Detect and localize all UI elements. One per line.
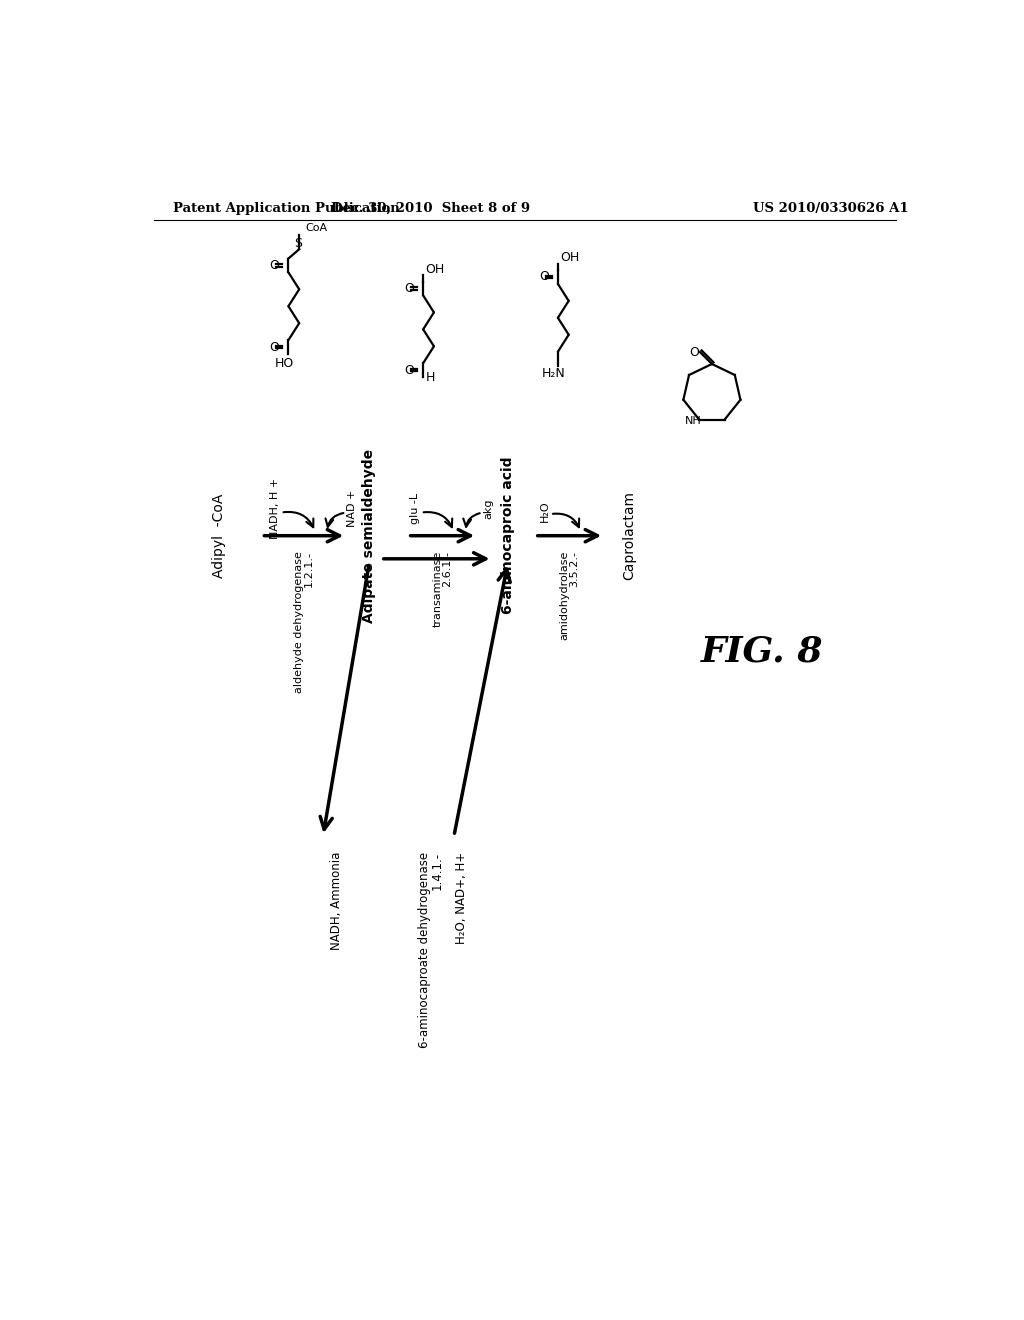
Text: NH: NH (685, 416, 701, 426)
Text: OH: OH (560, 251, 580, 264)
Text: aldehyde dehydrogenase: aldehyde dehydrogenase (294, 552, 304, 693)
Text: Caprolactam: Caprolactam (623, 491, 637, 581)
Text: O: O (689, 346, 698, 359)
Text: Patent Application Publication: Patent Application Publication (173, 202, 399, 215)
Text: O: O (269, 341, 280, 354)
Text: Adipyl  -CoA: Adipyl -CoA (212, 494, 226, 578)
Text: O: O (269, 259, 280, 272)
Text: NADH, Ammonia: NADH, Ammonia (331, 851, 343, 950)
Text: H: H (425, 371, 435, 384)
Text: H₂O: H₂O (540, 500, 550, 521)
Text: NADH, H +: NADH, H + (269, 478, 280, 540)
Text: glu -L: glu -L (410, 494, 420, 524)
Text: US 2010/0330626 A1: US 2010/0330626 A1 (754, 202, 909, 215)
Text: S: S (294, 236, 302, 249)
Text: Adipate semialdehyde: Adipate semialdehyde (362, 449, 376, 623)
Text: O: O (539, 271, 549, 284)
Text: 6-aminocaproate dehydrogenase: 6-aminocaproate dehydrogenase (418, 851, 431, 1048)
Text: O: O (404, 282, 415, 296)
Text: FIG. 8: FIG. 8 (700, 634, 823, 668)
Text: 1.4.1.-: 1.4.1.- (430, 851, 443, 890)
Text: amidohydrolase: amidohydrolase (560, 552, 569, 640)
Text: 1.2.1.-: 1.2.1.- (303, 552, 313, 587)
Text: Dec. 30, 2010  Sheet 8 of 9: Dec. 30, 2010 Sheet 8 of 9 (332, 202, 530, 215)
Text: H₂O, NAD+, H+: H₂O, NAD+, H+ (455, 851, 468, 944)
Text: H₂N: H₂N (542, 367, 566, 380)
Text: akg: akg (483, 499, 494, 519)
Text: HO: HO (274, 356, 294, 370)
Text: NAD +: NAD + (347, 490, 357, 528)
Text: 3.5.2.-: 3.5.2.- (569, 552, 580, 587)
Text: 2.6.1.-: 2.6.1.- (442, 552, 452, 587)
Text: CoA: CoA (305, 223, 328, 232)
Text: 6-aminocaproic acid: 6-aminocaproic acid (501, 457, 515, 614)
Text: transaminase: transaminase (433, 552, 442, 627)
Text: O: O (404, 363, 415, 376)
Text: OH: OH (425, 263, 444, 276)
